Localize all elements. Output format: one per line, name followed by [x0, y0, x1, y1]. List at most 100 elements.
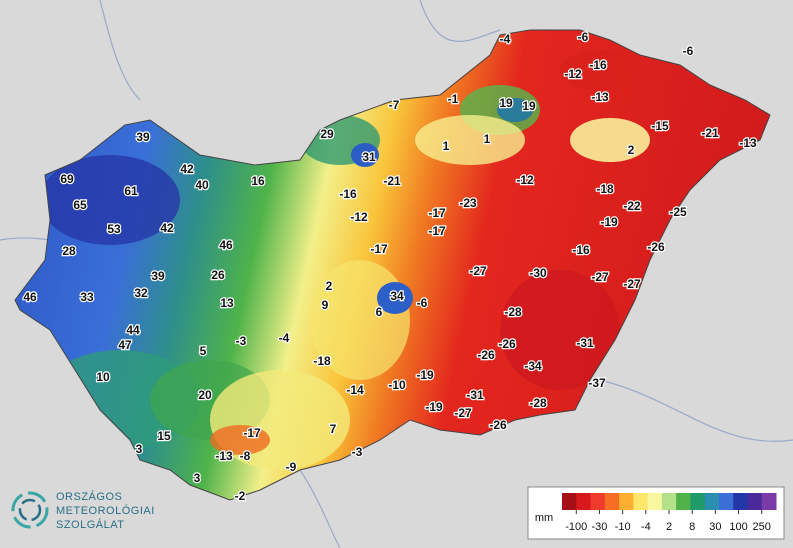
colorbar-segment	[604, 493, 620, 510]
station-value: -34	[524, 359, 542, 373]
station-value: 2	[326, 279, 333, 293]
station-value: 3	[136, 442, 143, 456]
station-value: 31	[362, 150, 376, 164]
colorbar-segment	[747, 493, 763, 510]
station-value: -4	[500, 32, 511, 46]
station-value: 39	[151, 269, 165, 283]
colorbar-segment	[576, 493, 592, 510]
station-value: 28	[62, 244, 76, 258]
station-value: -16	[339, 187, 357, 201]
station-value: -28	[504, 305, 522, 319]
station-value: 9	[322, 298, 329, 312]
colorbar-tick-label: -4	[641, 521, 651, 533]
station-value: 20	[198, 388, 212, 402]
station-value: 6	[376, 305, 383, 319]
station-value: -6	[683, 44, 694, 58]
station-value: -13	[591, 90, 609, 104]
station-value: 42	[160, 221, 174, 235]
station-value: -21	[383, 174, 401, 188]
legend-unit: mm	[535, 512, 553, 524]
station-value: 10	[96, 370, 110, 384]
station-value: -13	[215, 449, 233, 463]
station-value: -19	[600, 215, 618, 229]
colorbar-segment	[690, 493, 706, 510]
station-value: -1	[448, 92, 459, 106]
colorbar-segment	[619, 493, 634, 510]
station-value: -3	[352, 445, 363, 459]
colorbar-tick-label: -100	[565, 521, 587, 533]
station-value: -18	[596, 182, 614, 196]
station-value: -17	[243, 426, 261, 440]
station-value: 65	[73, 198, 87, 212]
station-value: 69	[60, 172, 74, 186]
colorbar-segment	[761, 493, 777, 510]
colorbar-segment	[661, 493, 677, 510]
colorbar-tick-label: 8	[689, 521, 695, 533]
station-value: 47	[118, 338, 132, 352]
logo-line: METEOROLÓGIAI	[56, 504, 155, 517]
colorbar-segment	[733, 493, 748, 510]
station-value: -10	[388, 378, 406, 392]
station-value: -17	[428, 224, 446, 238]
station-value: -26	[498, 337, 516, 351]
colorbar-tick-label: 30	[709, 521, 721, 533]
station-value: 2	[628, 143, 635, 157]
colorbar-segment	[590, 493, 606, 510]
colorbar-segment	[647, 493, 663, 510]
colorbar-segment	[718, 493, 734, 510]
station-value: -17	[428, 206, 446, 220]
station-value: -16	[572, 243, 590, 257]
station-value: -7	[389, 98, 400, 112]
station-value: 44	[126, 323, 140, 337]
station-value: 46	[219, 238, 233, 252]
station-value: -12	[516, 173, 534, 187]
station-value: -12	[350, 210, 368, 224]
station-value: 34	[390, 289, 404, 303]
station-value: 32	[134, 286, 148, 300]
logo: ORSZÁGOS METEOROLÓGIAI SZOLGÁLAT	[11, 490, 155, 531]
station-value: -18	[313, 354, 331, 368]
station-value: 26	[211, 268, 225, 282]
station-value: 3	[194, 471, 201, 485]
station-value: -22	[623, 199, 641, 213]
station-value: -8	[240, 449, 251, 463]
station-value: -17	[370, 242, 388, 256]
station-value: 7	[330, 422, 337, 436]
station-value: -15	[651, 119, 669, 133]
colorbar-tick-label: 100	[729, 521, 747, 533]
colorbar-segment	[562, 493, 577, 510]
colorbar-segment	[704, 493, 720, 510]
station-value: 19	[499, 96, 513, 110]
station-value: -27	[454, 406, 472, 420]
station-value: -37	[588, 376, 606, 390]
station-value: 39	[136, 130, 150, 144]
station-value: -27	[591, 270, 609, 284]
logo-line: ORSZÁGOS	[56, 490, 122, 503]
station-value: -6	[578, 30, 589, 44]
station-value: 5	[200, 344, 207, 358]
station-value: 42	[180, 162, 194, 176]
legend: mm -100 -30 -10 -4 2 8 30 100 250	[527, 486, 785, 540]
station-value: 61	[124, 184, 138, 198]
station-value: -16	[589, 58, 607, 72]
station-value: -19	[416, 368, 434, 382]
station-value: 1	[443, 139, 450, 153]
station-value: -3	[236, 334, 247, 348]
station-value: -2	[235, 489, 246, 503]
station-value: -27	[623, 277, 641, 291]
station-value: -26	[647, 240, 665, 254]
station-value: -26	[489, 418, 507, 432]
colorbar-segment	[633, 493, 649, 510]
station-value: 29	[320, 127, 334, 141]
colorbar-tick-label: -10	[615, 521, 631, 533]
station-value: 33	[80, 290, 94, 304]
station-value: 13	[220, 296, 234, 310]
colorbar-tick-label: 2	[666, 521, 672, 533]
station-value: -23	[459, 196, 477, 210]
colorbar-tick-label: 250	[753, 521, 771, 533]
station-value: 46	[23, 290, 37, 304]
station-value: -31	[466, 388, 484, 402]
station-value: -27	[469, 264, 487, 278]
